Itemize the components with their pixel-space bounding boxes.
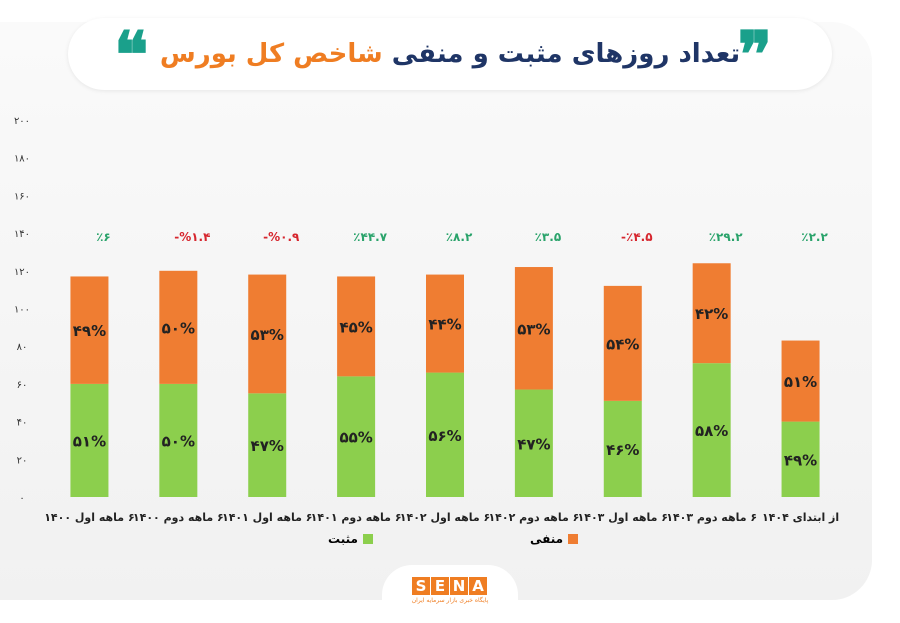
legend-negative: منفی	[530, 532, 579, 546]
legend-label-positive: مثبت	[328, 532, 358, 546]
y-tick-label: ۱۰۰	[14, 305, 30, 316]
legend: مثبت منفی	[0, 532, 900, 552]
y-tick-label: ۶۰	[17, 380, 28, 391]
bar-negative	[70, 276, 109, 384]
y-tick-label: ۲۰۰	[14, 116, 30, 127]
bar-label-negative: ۴۲%	[695, 305, 728, 323]
y-tick-label: ۴۰	[17, 418, 28, 429]
y-tick-label: ۸۰	[17, 342, 28, 353]
change-annotation: -٪۴.۵	[621, 230, 653, 244]
bar-negative	[159, 270, 198, 384]
bar-positive	[603, 400, 642, 497]
page-title: تعداد روزهای مثبت و منفی شاخص کل بورس	[160, 39, 740, 69]
bar-positive	[337, 376, 376, 497]
bar-positive	[692, 363, 731, 497]
bar-label-negative: ۴۴%	[428, 316, 461, 334]
x-tick-label: از ابتدای ۱۴۰۴	[762, 511, 839, 524]
close-quote-icon: ❝	[114, 18, 149, 93]
bar-label-positive: ۵۱%	[73, 432, 106, 450]
bar-label-negative: ۵۱%	[784, 373, 817, 391]
change-annotation: -%۰.۹	[263, 230, 300, 244]
x-tick-label: ۶ ماهه دوم ۱۴۰۰	[133, 511, 224, 524]
legend-swatch-negative	[568, 534, 579, 544]
legend-positive: مثبت	[328, 532, 373, 546]
x-tick-label: ۶ ماهه دوم ۱۴۰۱	[311, 511, 402, 524]
y-tick-label: ۱۲۰	[14, 267, 30, 278]
bar-label-negative: ۴۹%	[73, 322, 106, 340]
change-annotation: ٪۲۹.۲	[709, 230, 744, 244]
bar-label-positive: ۴۹%	[784, 451, 817, 469]
change-annotation: ٪۳.۵	[535, 230, 562, 244]
bar-negative	[603, 285, 642, 401]
change-annotation: ٪۸.۲	[446, 230, 473, 244]
bar-label-positive: ۵۶%	[428, 427, 461, 445]
legend-label-negative: منفی	[530, 532, 564, 546]
x-tick-label: ۶ ماهه اول ۱۴۰۳	[578, 511, 668, 524]
bar-label-positive: ۵۰%	[162, 432, 195, 450]
x-tick-label: ۶ ماهه دوم ۱۴۰۲	[488, 511, 579, 524]
bar-label-positive: ۴۷%	[251, 437, 284, 455]
y-tick-label: ۱۴۰	[14, 229, 30, 240]
title-bar: ❞ تعداد روزهای مثبت و منفی شاخص کل بورس …	[68, 18, 832, 90]
x-tick-label: ۶ ماهه اول ۱۴۰۰	[44, 511, 134, 524]
x-tick-label: ۶ ماهه دوم ۱۴۰۳	[666, 511, 757, 524]
change-annotation: -%۱.۴	[174, 230, 210, 244]
y-tick-label: ۱۸۰	[14, 154, 30, 165]
bar-negative	[692, 263, 731, 364]
legend-swatch-positive	[362, 534, 373, 544]
title-main: تعداد روزهای مثبت و منفی	[391, 39, 741, 69]
bar-label-positive: ۵۸%	[695, 422, 728, 440]
bar-label-negative: ۵۳%	[517, 320, 550, 338]
x-tick-label: ۶ ماهه اول ۱۴۰۱	[222, 511, 312, 524]
bar-positive	[781, 421, 820, 497]
bar-positive	[248, 393, 287, 497]
y-tick-label: ۰	[19, 493, 24, 504]
bar-negative	[337, 276, 376, 377]
bar-negative	[426, 274, 464, 373]
change-annotation: ٪۴۴.۷	[353, 230, 388, 244]
bar-label-positive: ۴۶%	[606, 441, 639, 459]
open-quote-icon: ❞	[737, 18, 772, 93]
bar-label-negative: ۵۰%	[162, 319, 195, 337]
y-tick-label: ۲۰	[17, 455, 28, 466]
bar-negative	[248, 274, 287, 394]
bar-positive	[426, 372, 464, 497]
bar-label-negative: ۵۳%	[251, 326, 284, 344]
bar-label-positive: ۵۵%	[339, 429, 372, 447]
x-tick-label: ۶ ماهه اول ۱۴۰۲	[400, 511, 490, 524]
bar-label-negative: ۴۵%	[339, 318, 372, 336]
bar-label-negative: ۵۴%	[606, 335, 639, 353]
change-annotation: ٪۲.۲	[801, 230, 828, 244]
change-annotation: ٪۶	[96, 230, 111, 244]
logo-subtitle: پایگاه خبری بازار سرمایه ایران	[411, 597, 489, 604]
y-tick-label: ۱۶۰	[14, 191, 30, 202]
bar-label-positive: ۴۷%	[517, 435, 550, 453]
title-highlight: شاخص کل بورس	[159, 39, 383, 69]
bar-positive	[70, 383, 109, 497]
bar-positive	[159, 383, 198, 497]
bar-positive	[514, 389, 553, 497]
bar-negative	[514, 267, 553, 390]
bar-negative	[781, 340, 820, 422]
